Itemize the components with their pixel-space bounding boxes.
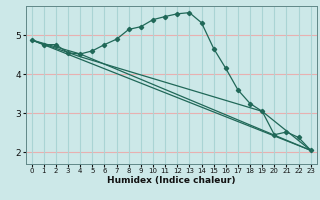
- X-axis label: Humidex (Indice chaleur): Humidex (Indice chaleur): [107, 176, 236, 185]
